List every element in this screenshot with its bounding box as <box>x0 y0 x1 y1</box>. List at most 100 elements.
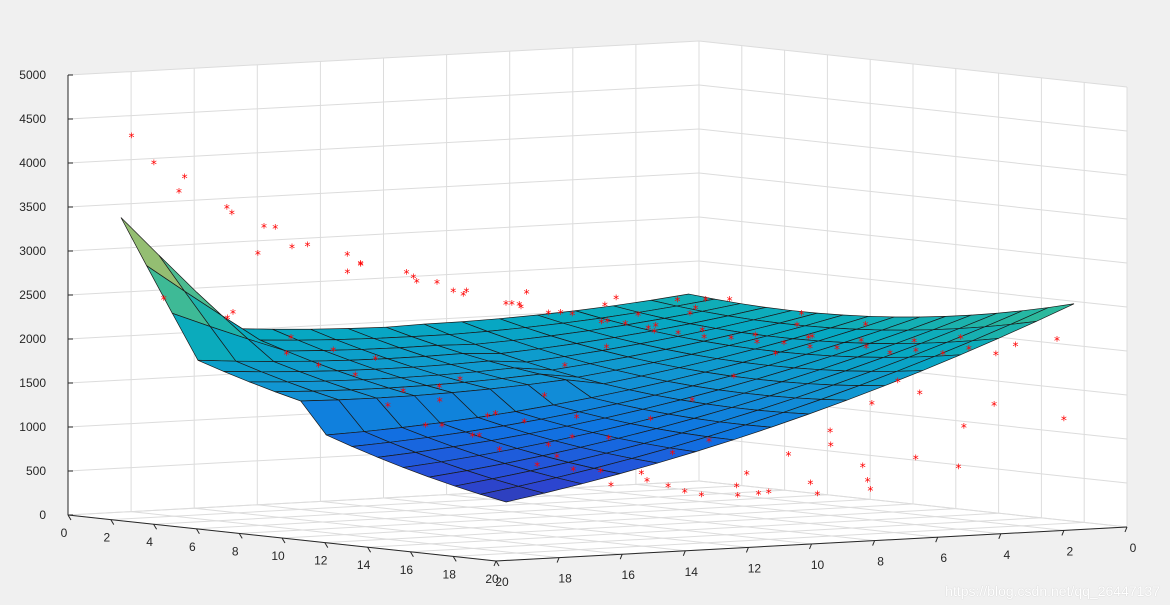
z-tick-label: 3500 <box>19 200 46 214</box>
x-tick-label: 2 <box>103 531 110 545</box>
data-point: * <box>224 313 230 327</box>
data-point: * <box>805 332 811 346</box>
data-point: * <box>229 208 235 222</box>
data-point: * <box>858 335 864 349</box>
data-point: * <box>1012 340 1018 354</box>
x-axis-ticks: 0 2 4 6 8 10 12 14 16 18 20 <box>61 514 500 586</box>
data-point: * <box>161 293 167 307</box>
x-tick-mark <box>238 533 243 539</box>
watermark-text: https://blog.csdn.net/qq_26447137 <box>945 583 1160 599</box>
data-point: * <box>604 316 610 330</box>
data-point: * <box>604 341 610 355</box>
data-point: * <box>773 348 779 362</box>
data-point: * <box>669 447 675 461</box>
y-tick-label: 2 <box>1067 544 1074 558</box>
grid-line-z <box>67 480 700 516</box>
data-point: * <box>570 464 576 478</box>
data-point: * <box>917 387 923 401</box>
data-point: * <box>869 398 875 412</box>
x-tick-label: 6 <box>189 540 196 554</box>
data-point: * <box>385 400 391 414</box>
y-tick-mark <box>619 554 623 560</box>
data-point: * <box>827 426 833 440</box>
data-point: * <box>809 331 815 345</box>
data-point: * <box>516 299 522 313</box>
data-point: * <box>674 295 680 309</box>
data-point: * <box>463 285 469 299</box>
data-point: * <box>734 481 740 495</box>
data-point: * <box>728 332 734 346</box>
data-point: * <box>518 301 524 315</box>
data-point: * <box>542 390 548 404</box>
data-point: * <box>492 408 498 422</box>
data-point: * <box>608 479 614 493</box>
x-tick-mark <box>110 519 115 525</box>
x-tick-mark <box>452 556 457 562</box>
data-point: * <box>558 307 564 321</box>
data-point: * <box>373 353 379 367</box>
data-point: * <box>569 309 575 323</box>
data-point: * <box>352 370 358 384</box>
data-point: * <box>1061 413 1067 427</box>
data-point: * <box>911 336 917 350</box>
data-point: * <box>863 342 869 356</box>
z-tick-label: 1000 <box>19 420 46 434</box>
data-point: * <box>439 420 445 434</box>
data-point: * <box>653 320 659 334</box>
grid-line-y <box>320 500 749 548</box>
data-point: * <box>895 375 901 389</box>
y-tick-label: 14 <box>685 565 699 579</box>
data-point: * <box>606 432 612 446</box>
grid-line-y <box>509 490 938 538</box>
data-point: * <box>991 399 997 413</box>
data-point: * <box>966 343 972 357</box>
data-point: * <box>476 430 482 444</box>
z-tick-label: 4000 <box>19 156 46 170</box>
data-point: * <box>602 299 608 313</box>
z-axis-ticks: 0 500 1000 1500 2000 2500 3000 3500 4000 4500 5000 <box>19 68 73 522</box>
data-point: * <box>272 222 278 236</box>
y-tick-mark <box>493 560 497 567</box>
data-point: * <box>766 487 772 501</box>
x-tick-label: 20 <box>485 572 499 586</box>
data-point: * <box>182 172 188 186</box>
data-point: * <box>913 452 919 466</box>
y-tick-label: 12 <box>748 561 762 575</box>
data-point: * <box>807 477 813 491</box>
data-point: * <box>344 267 350 281</box>
data-point: * <box>807 341 813 355</box>
grid-line-z <box>67 128 700 164</box>
data-point: * <box>545 307 551 321</box>
y-axis-ticks: 0 2 4 6 8 10 12 14 16 18 20 <box>493 526 1137 589</box>
data-point: * <box>693 302 699 316</box>
grid-line-z <box>698 84 1128 132</box>
surface-patch <box>480 485 545 503</box>
y-tick-mark <box>872 540 876 546</box>
data-point: * <box>781 337 787 351</box>
surface-mesh <box>120 217 1075 503</box>
z-tick-label: 5000 <box>19 68 46 82</box>
data-point: * <box>865 475 871 489</box>
data-point: * <box>176 186 182 200</box>
data-point: * <box>305 240 311 254</box>
x-tick-label: 8 <box>232 544 239 558</box>
x-tick-mark <box>281 537 286 544</box>
y-tick-label: 8 <box>877 555 884 569</box>
data-point: * <box>255 248 261 262</box>
data-point: * <box>613 293 619 307</box>
data-point: * <box>701 331 707 345</box>
grid-line-z <box>67 216 700 252</box>
z-tick-label: 2500 <box>19 288 46 302</box>
y-tick-label: 16 <box>622 568 636 582</box>
data-point: * <box>1054 334 1060 348</box>
x-tick-label: 12 <box>314 554 328 568</box>
data-point: * <box>622 318 628 332</box>
data-point: * <box>645 322 651 336</box>
x-tick-mark <box>324 542 329 548</box>
data-point: * <box>224 202 230 216</box>
data-point: * <box>860 461 866 475</box>
data-point: * <box>598 317 604 331</box>
data-point: * <box>288 332 294 346</box>
data-point: * <box>754 336 760 350</box>
